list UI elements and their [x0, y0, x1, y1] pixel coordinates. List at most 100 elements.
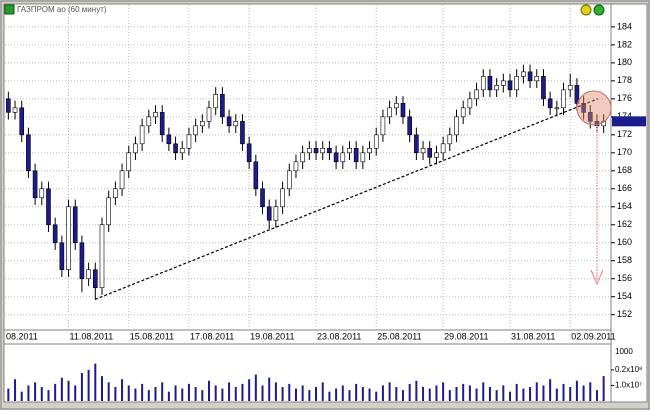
- candle-body: [119, 170, 125, 190]
- volume-bar: [535, 382, 538, 401]
- volume-bar: [462, 383, 465, 401]
- volume-bar: [268, 377, 271, 401]
- candle-body: [173, 143, 178, 154]
- candle-body: [139, 125, 145, 145]
- window-icon: [4, 4, 15, 15]
- candle-body: [514, 76, 520, 91]
- volume-bar: [321, 382, 324, 401]
- volume-bar: [522, 388, 525, 401]
- y-tick-label: 180: [617, 57, 632, 67]
- volume-bar: [14, 379, 17, 401]
- x-tick-label: 08.2011: [6, 331, 38, 341]
- y-tick-label: 168: [617, 165, 632, 175]
- candle-body: [400, 103, 406, 118]
- candle-body: [380, 116, 386, 136]
- candle-body: [367, 148, 372, 154]
- volume-bar: [161, 382, 164, 401]
- candle-body: [39, 188, 45, 199]
- volume-bar: [482, 382, 485, 401]
- volume-bar: [381, 385, 384, 401]
- x-tick-label: 17.08.2011: [190, 331, 234, 341]
- candle-body: [440, 143, 446, 154]
- volume-bar: [254, 374, 257, 401]
- window-button[interactable]: [593, 4, 605, 16]
- candle-body: [313, 148, 319, 154]
- volume-bar: [328, 391, 331, 401]
- candle-body: [320, 148, 326, 154]
- candle-body: [213, 94, 219, 109]
- candle-body: [286, 170, 292, 190]
- y-tick-label: 154: [617, 291, 632, 301]
- target-arrowhead: [590, 269, 604, 286]
- candle-body: [193, 125, 198, 136]
- candle-body: [587, 112, 593, 122]
- candle-body: [501, 80, 506, 86]
- volume-bar: [114, 387, 117, 401]
- candle-body: [373, 134, 379, 149]
- y-tick-label: 172: [617, 129, 632, 139]
- x-tick-label: 23.08.2011: [317, 331, 361, 341]
- candle-body: [347, 148, 352, 154]
- volume-bar: [127, 385, 130, 401]
- volume-bar: [141, 383, 144, 401]
- candle-body: [280, 188, 285, 208]
- candle-body: [293, 161, 299, 172]
- volume-bar: [408, 383, 411, 401]
- volume-bar: [515, 383, 518, 401]
- last-price-marker: [612, 116, 646, 127]
- y-tick-label: 178: [617, 75, 632, 85]
- volume-bar: [435, 385, 438, 401]
- candle-body: [226, 116, 232, 127]
- candle-body: [333, 152, 339, 163]
- candle-body: [327, 148, 332, 154]
- trendline: [94, 98, 599, 300]
- candle-body: [153, 112, 158, 118]
- candle-body: [447, 134, 453, 145]
- x-tick-label: 11.08.2011: [70, 331, 114, 341]
- candle-body: [387, 107, 392, 118]
- volume-bar: [589, 382, 592, 401]
- candle-body: [427, 148, 433, 158]
- volume-bar: [228, 382, 231, 401]
- volume-bar: [208, 380, 211, 401]
- volume-bar: [335, 388, 338, 401]
- candle-body: [186, 134, 192, 149]
- candle-body: [434, 152, 439, 158]
- candle-body: [6, 98, 11, 113]
- window-button[interactable]: [580, 4, 592, 16]
- volume-bar: [422, 387, 425, 401]
- volume-tick-label: 1.0x10⁷: [615, 381, 642, 390]
- volume-bar: [488, 387, 491, 401]
- volume-bar: [261, 385, 264, 401]
- y-tick-label: 152: [617, 309, 632, 319]
- candle-body: [460, 107, 466, 118]
- volume-bar: [167, 391, 170, 401]
- volume-bar: [47, 390, 50, 401]
- volume-bar: [595, 390, 598, 401]
- candle-body: [260, 188, 265, 208]
- volume-bar: [27, 385, 30, 401]
- y-tick-label: 170: [617, 147, 632, 157]
- candle-body: [494, 85, 499, 91]
- candle-body: [113, 188, 118, 199]
- candle-body: [574, 85, 580, 104]
- x-tick-label: 29.08.2011: [444, 331, 488, 341]
- candle-body: [133, 143, 138, 154]
- candle-body: [554, 107, 560, 110]
- candle-body: [454, 116, 459, 136]
- price-axis: [610, 3, 648, 403]
- volume-bar: [569, 387, 572, 401]
- candle-body: [206, 107, 212, 122]
- volume-bar: [234, 387, 237, 401]
- volume-bar: [201, 390, 204, 401]
- y-tick-label: 158: [617, 255, 632, 265]
- volume-bar: [281, 387, 284, 401]
- volume-bar: [34, 382, 37, 401]
- candle-body: [240, 121, 245, 145]
- candle-body: [307, 148, 312, 154]
- volume-bar: [315, 387, 318, 401]
- y-tick-label: 184: [617, 21, 632, 31]
- volume-bar: [87, 369, 90, 401]
- volume-bar: [7, 388, 10, 401]
- volume-bar: [94, 363, 97, 401]
